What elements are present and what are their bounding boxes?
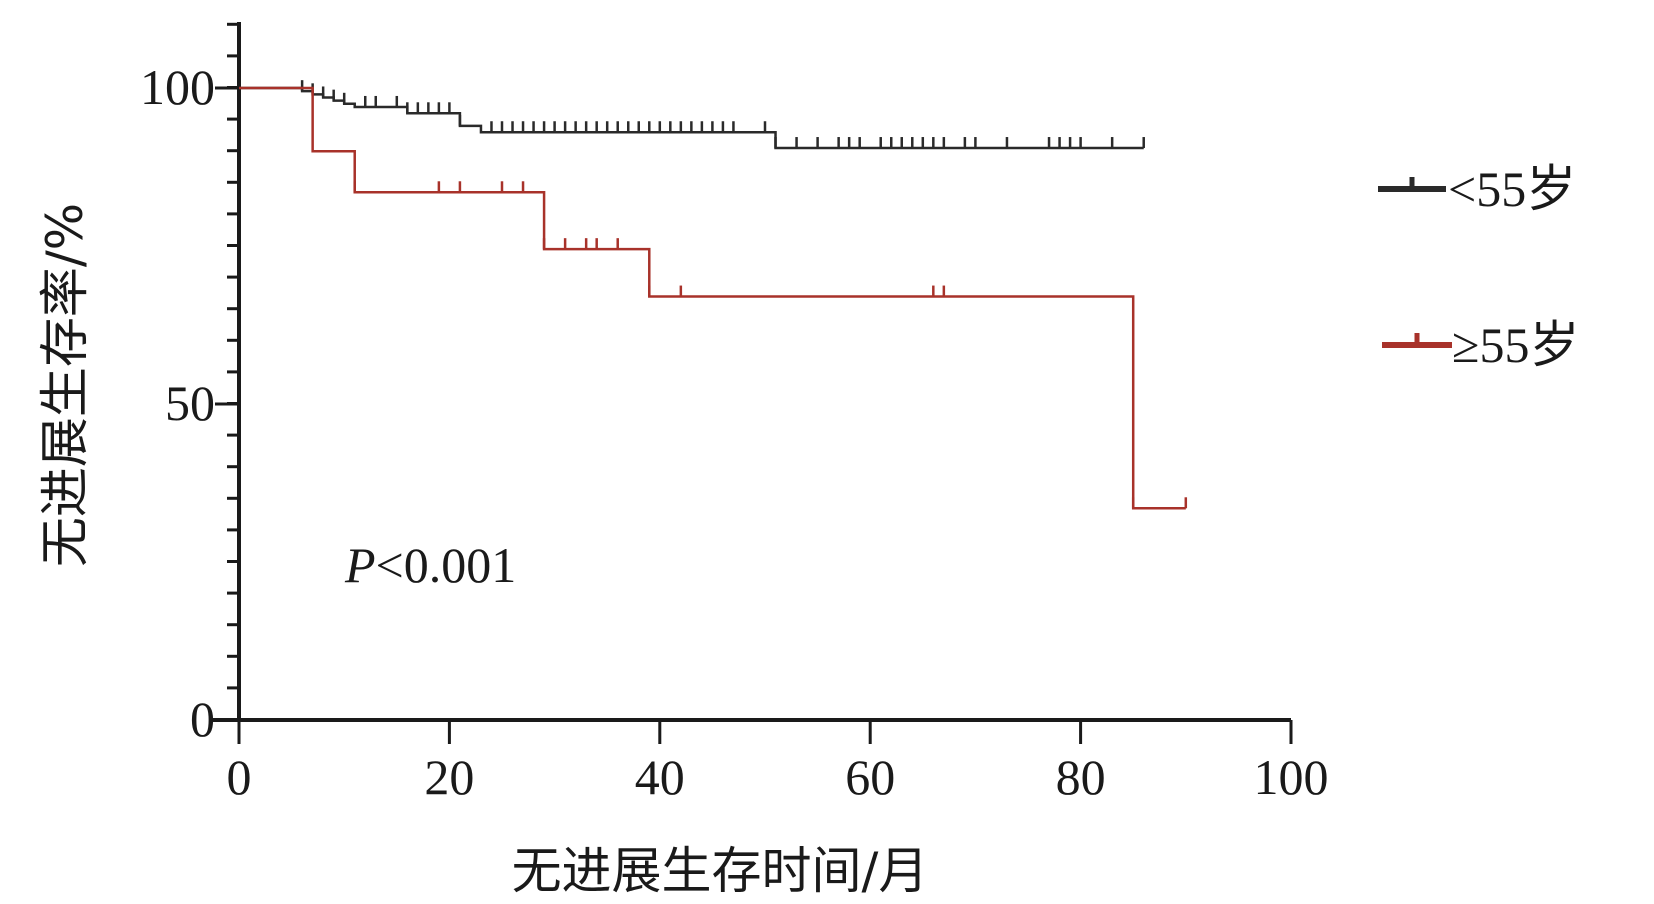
x-tick-label: 100 [1254, 749, 1329, 805]
series-layer [239, 80, 1188, 510]
x-tick-label: 60 [845, 749, 895, 805]
y-axis-title: 无进展生存率/% [36, 203, 94, 567]
x-tick-label: 20 [424, 749, 474, 805]
x-tick-label: 0 [227, 749, 252, 805]
p-value-text: <0.001 [376, 537, 517, 593]
p-value-symbol: P [344, 537, 376, 593]
legend: <55岁 ≥55岁 [1378, 161, 1579, 373]
x-tick-label: 80 [1056, 749, 1106, 805]
legend-label-55-and-over: ≥55岁 [1452, 317, 1579, 373]
x-axis-title: 无进展生存时间/月 [512, 842, 929, 900]
y-tick-label: 100 [140, 59, 215, 115]
p-value-annotation: P<0.001 [344, 537, 516, 593]
legend-item-under-55: <55岁 [1378, 161, 1576, 217]
series-line [239, 86, 1186, 510]
legend-label-under-55: <55岁 [1448, 161, 1576, 217]
y-tick-label: 50 [165, 375, 215, 431]
y-axis: 0 50 100 [140, 22, 241, 747]
x-tick-label: 40 [635, 749, 685, 805]
series-1 [239, 86, 1188, 510]
legend-item-55-and-over: ≥55岁 [1382, 317, 1579, 373]
x-axis: 0 20 40 60 80 100 [213, 718, 1329, 805]
series-0 [239, 80, 1145, 150]
y-tick-label: 0 [190, 691, 215, 747]
